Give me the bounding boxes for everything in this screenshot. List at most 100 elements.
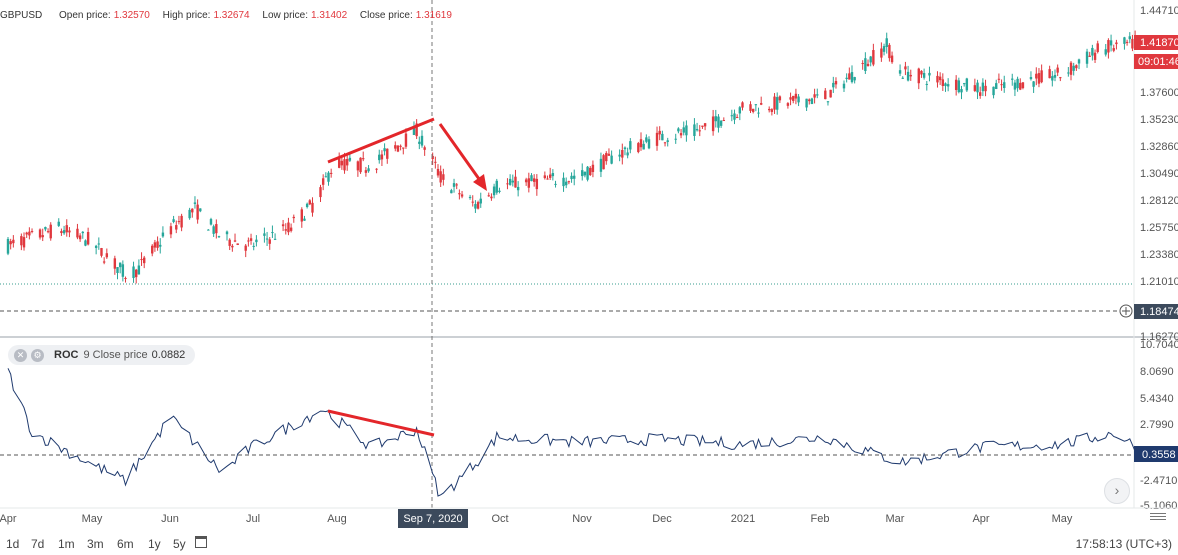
candle (695, 122, 699, 132)
close-icon[interactable]: ✕ (14, 348, 27, 362)
candle-body (965, 78, 969, 91)
candle-body (420, 135, 424, 146)
candle (423, 145, 426, 156)
candle (476, 200, 480, 210)
candle (1107, 38, 1110, 59)
gear-icon[interactable]: ⚙ (31, 348, 44, 362)
timeframe-5y[interactable]: 5y (173, 537, 186, 551)
price-annotations[interactable] (327, 117, 487, 191)
candle (9, 238, 12, 250)
candle (30, 228, 34, 234)
candle-body (570, 175, 573, 180)
candle (826, 101, 830, 106)
candle (177, 215, 181, 225)
timeframe-6m[interactable]: 6m (117, 537, 134, 551)
candle-body (655, 132, 659, 146)
candle (113, 255, 117, 275)
candle (848, 67, 851, 80)
timeframe-1d[interactable]: 1d (6, 537, 20, 551)
indicator-legend[interactable]: ✕ ⚙ ROC 9 Close price 0.0882 (8, 345, 196, 365)
candle (567, 180, 571, 185)
candle-body (340, 160, 344, 166)
candle-body (193, 202, 197, 204)
time-tick-label: Apr (0, 513, 17, 525)
candle (938, 72, 942, 85)
candle-body (1016, 78, 1019, 89)
candle-body (808, 99, 811, 102)
scroll-to-latest-button[interactable]: › (1104, 478, 1130, 504)
candle (639, 132, 643, 151)
candle (1056, 64, 1059, 77)
add-alert-icon[interactable] (1119, 304, 1133, 318)
roc-pane[interactable] (7, 368, 1136, 497)
candle-body (380, 154, 384, 160)
candle-body (1059, 77, 1062, 79)
price-pane[interactable] (6, 30, 1137, 284)
candle-body (1107, 40, 1110, 53)
candle-body (789, 97, 792, 100)
candle-body (794, 93, 798, 99)
candle (816, 88, 819, 99)
candle (217, 235, 221, 239)
candle (829, 89, 832, 98)
candle (682, 121, 685, 136)
candle-body (872, 50, 875, 65)
candle-body (78, 235, 82, 240)
chart-canvas[interactable]: 1.44710 1.37600 1.35230 1.32860 1.30490 1.281… (0, 0, 1178, 530)
candle (880, 42, 883, 62)
candle-body (311, 202, 314, 213)
candle-body (452, 183, 456, 187)
roc-trend-line[interactable] (327, 409, 435, 437)
candle (730, 109, 734, 122)
axis-settings-icon[interactable] (1150, 511, 1166, 523)
timeframe-7d[interactable]: 7d (31, 537, 45, 551)
candle-body (890, 55, 894, 63)
candle (20, 233, 23, 251)
candle (1051, 71, 1054, 87)
time-tick-label: Jul (246, 513, 260, 525)
price-trend-line[interactable] (327, 117, 435, 164)
candle-body (757, 112, 760, 114)
candle (535, 174, 539, 196)
candle-body (589, 167, 592, 176)
candle (1123, 36, 1126, 50)
candle-body (468, 196, 472, 199)
price-down-arrow[interactable] (438, 123, 486, 187)
candle (175, 220, 178, 234)
candle-body (992, 86, 995, 96)
candle-body (303, 218, 306, 221)
candle (118, 262, 122, 274)
candle (976, 79, 979, 100)
timeframe-1m[interactable]: 1m (58, 537, 75, 551)
candle-body (284, 229, 287, 231)
candle (1109, 34, 1113, 52)
chevron-right-icon: › (1114, 482, 1120, 498)
roc-tick-label: 8.0690 (1140, 366, 1174, 378)
calendar-icon[interactable] (195, 536, 207, 548)
timeframe-3m[interactable]: 3m (87, 537, 104, 551)
candle (76, 223, 79, 240)
candle (303, 215, 306, 221)
candle-body (754, 104, 758, 106)
candle (973, 78, 977, 93)
candle-body (402, 147, 405, 149)
candle-body (100, 248, 103, 256)
candle-body (639, 139, 643, 148)
candle (137, 259, 141, 275)
candle-body (263, 233, 266, 236)
candle-body (906, 71, 910, 81)
candle (872, 43, 875, 67)
candle (471, 195, 474, 207)
candle (102, 257, 106, 265)
candle-body (695, 129, 699, 131)
candle-body (607, 153, 611, 156)
candle-body (132, 266, 135, 278)
low-price-value: 1.31402 (310, 10, 348, 21)
candle-body (244, 245, 247, 251)
candle-body (770, 109, 774, 112)
candle (629, 138, 632, 154)
candle (12, 235, 15, 248)
timeframe-1y[interactable]: 1y (148, 537, 161, 551)
candle-body (346, 159, 349, 166)
candle (1104, 44, 1107, 57)
